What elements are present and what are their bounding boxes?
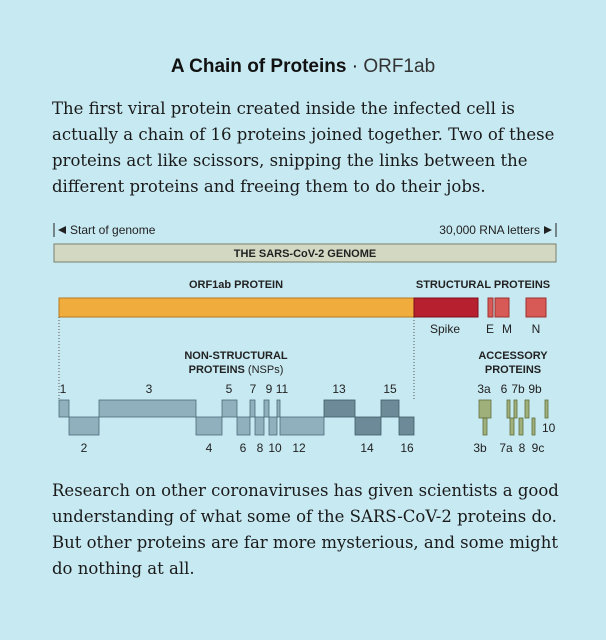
acc-8 [518,417,524,436]
nsp-3 [98,399,197,418]
acc-9b [524,399,530,419]
acc-label-10: 10 [542,421,556,435]
closing-paragraph: Research on other coronaviruses has give… [52,481,559,578]
nsp-label-13: 13 [332,382,346,396]
acc-label-3b: 3b [473,441,487,455]
acc-6 [506,399,511,419]
nsp-label-11: 11 [276,382,289,396]
acc-label-7a: 7a [499,441,513,455]
nsp-7 [249,399,256,418]
nsp-8 [254,416,265,436]
nsp-11 [276,399,281,418]
nsp-heading-line2: PROTEINS (NSPs) [189,364,284,376]
acc-label-7b: 7b [511,382,525,396]
acc-9c [531,417,536,436]
acc-label-9b: 9b [528,382,542,396]
nsp-label-9: 9 [266,382,273,396]
nsp-heading-line1: NON-STRUCTURAL [184,350,288,362]
nsp-16 [398,416,415,436]
nsp-label-2: 2 [81,441,88,455]
title-sub: ORF1ab [363,56,436,77]
m-protein-bar [494,297,510,318]
nsp-label-3: 3 [146,382,153,396]
nsp-label-1: 1 [60,382,67,396]
nsp-15 [380,399,400,418]
accessory-heading-line1: ACCESSORY [478,350,548,362]
nsp-14 [354,416,382,436]
nsp-label-12: 12 [292,441,306,455]
nsp-label-4: 4 [206,441,213,455]
genome-bar [53,243,557,263]
acc-7a [509,417,515,436]
nsp-2 [68,416,100,436]
nsp-bottom-row [68,416,415,436]
acc-3b [482,417,488,436]
accessory-blocks [478,399,549,436]
e-protein-bar [487,297,494,318]
m-label: M [502,322,512,336]
nsp-5 [221,399,238,418]
acc-10 [544,399,549,419]
orf1ab-bar [58,297,415,318]
nsp-label-5: 5 [226,382,233,396]
e-label: E [486,322,494,336]
right-arrow-icon [544,226,552,234]
nsp-label-14: 14 [360,441,374,455]
nsp-9 [263,399,270,418]
nsp-label-6: 6 [240,441,247,455]
nsp-top-row [58,399,400,418]
nsp-label-7: 7 [250,382,257,396]
start-label: Start of genome [70,223,156,237]
nsp-label-10: 10 [268,441,282,455]
nsp-10 [268,416,278,436]
orf1ab-label: ORF1ab PROTEIN [189,279,283,291]
nsp-label-16: 16 [400,441,414,455]
acc-label-6: 6 [501,382,508,396]
title-main: A Chain of Proteins [170,56,347,77]
intro-paragraph: The first viral protein created inside t… [52,99,555,196]
end-label: 30,000 RNA letters [439,223,540,237]
left-arrow-icon [58,226,66,234]
nsp-label-8: 8 [257,441,264,455]
acc-label-3a: 3a [477,382,491,396]
nsp-13 [323,399,356,418]
acc-7b [513,399,518,419]
spike-label: Spike [430,322,460,336]
acc-3a [478,399,492,419]
nsp-6 [236,416,251,436]
genome-bar-label: THE SARS-CoV-2 GENOME [234,248,376,260]
title-separator: · [346,56,364,77]
accessory-heading-line2: PROTEINS [485,364,541,376]
structural-label: STRUCTURAL PROTEINS [416,279,550,291]
nsp-4 [195,416,223,436]
nsp-label-15: 15 [383,382,397,396]
acc-label-8: 8 [519,441,526,455]
n-label: N [532,322,541,336]
page-title: A Chain of Proteins · ORF1ab [0,56,606,78]
nsp-12 [279,416,325,436]
nsp-1 [58,399,70,418]
n-protein-bar [525,297,547,318]
acc-label-9c: 9c [532,441,545,455]
spike-bar [413,297,479,318]
